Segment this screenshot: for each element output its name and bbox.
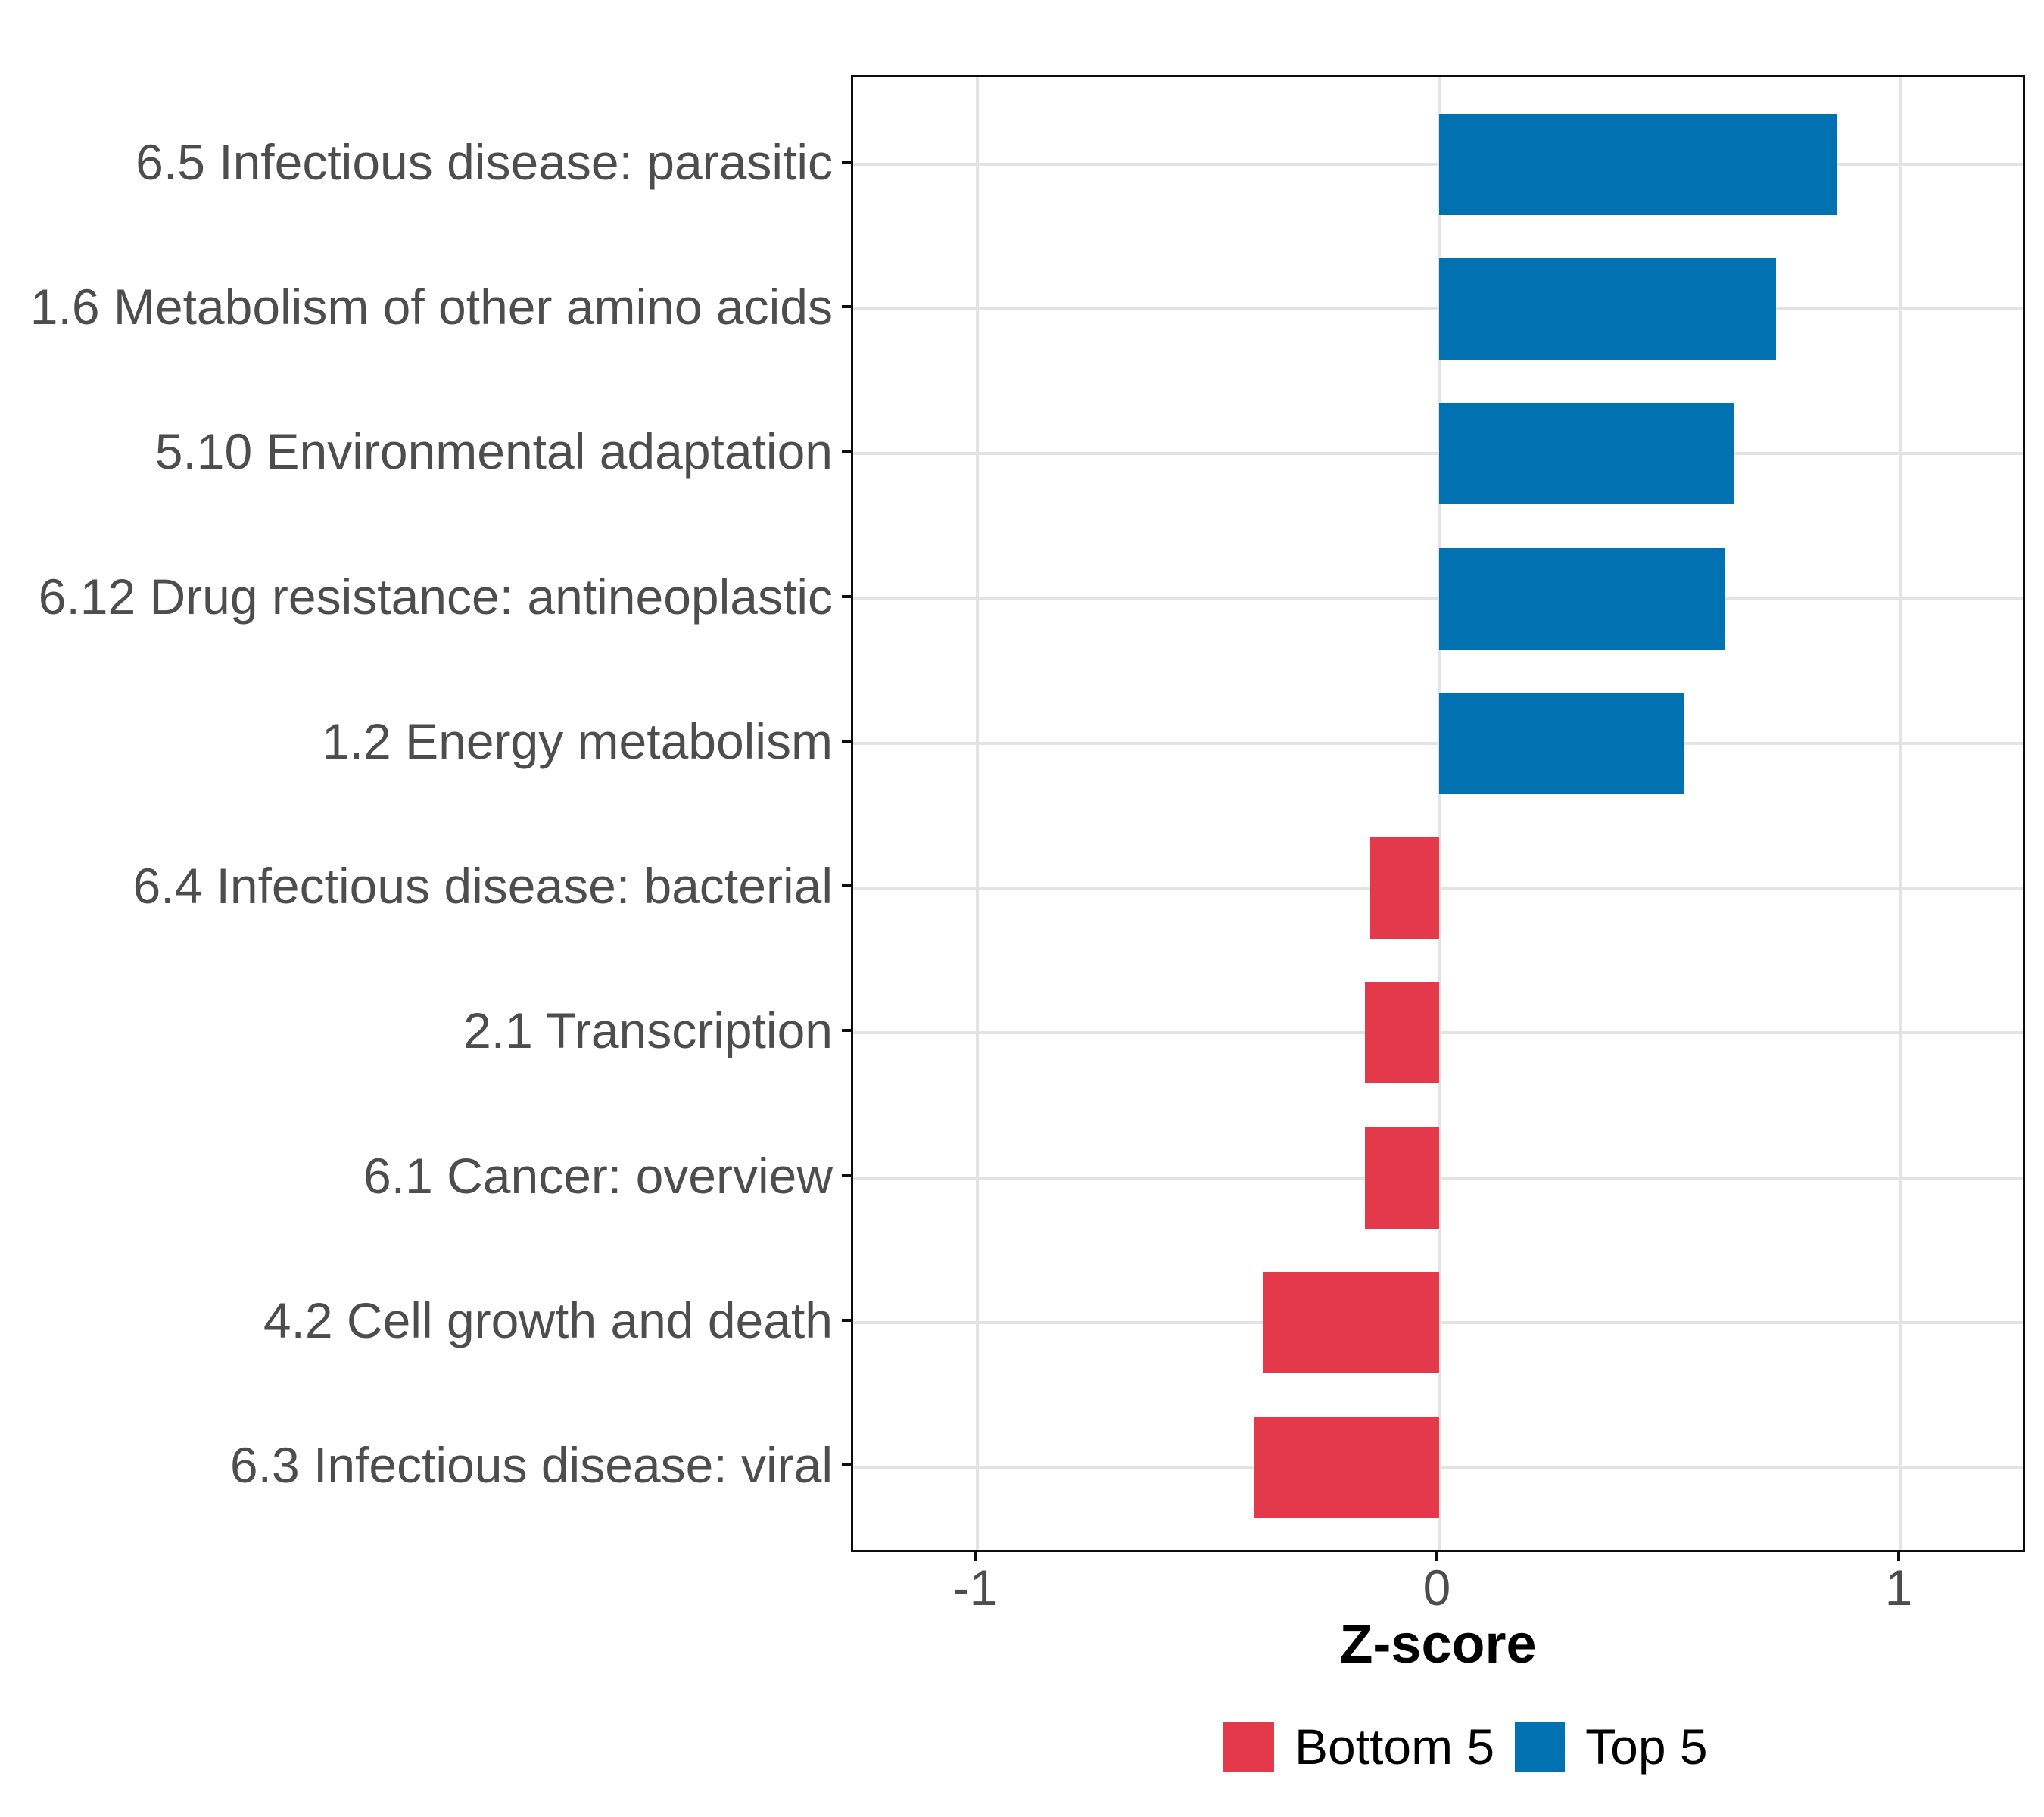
bar [1439,692,1684,794]
y-axis-label: 4.2 Cell growth and death [263,1292,833,1348]
horizontal-gridline [853,741,2023,745]
y-axis-label: 1.2 Energy metabolism [322,712,833,769]
y-axis-tick [842,594,851,598]
y-axis-label: 5.10 Environmental adaptation [154,423,833,480]
y-axis-tick [842,160,851,164]
vertical-gridline [1899,77,1902,1550]
legend-label-bottom5: Bottom 5 [1295,1719,1495,1775]
vertical-gridline [976,77,979,1550]
bar [1369,837,1439,940]
plot-panel [851,75,2025,1552]
y-axis-label: 6.12 Drug resistance: antineoplastic [38,568,833,625]
bar [1263,1271,1439,1373]
vertical-gridline [1438,77,1441,1550]
y-axis-label: 6.5 Infectious disease: parasitic [136,133,833,190]
legend-label-top5: Top 5 [1585,1719,1708,1775]
horizontal-gridline [853,597,2023,600]
y-axis-tick [842,739,851,743]
y-axis-tick [842,1463,851,1467]
horizontal-gridline [853,307,2023,311]
bar [1439,403,1735,505]
bar [1439,547,1726,650]
x-axis-tick-label: -1 [952,1560,998,1616]
y-axis-tick [842,305,851,309]
x-axis-tick [1897,1552,1900,1561]
x-axis-tick-label: 1 [1884,1560,1913,1616]
y-axis-label: 2.1 Transcription [463,1002,833,1059]
bar [1439,113,1837,215]
horizontal-gridline [853,452,2023,456]
y-axis-label: 1.6 Metabolism of other amino acids [30,279,833,335]
bar [1254,1417,1439,1519]
y-axis-tick [842,450,851,453]
legend-key-top5 [1515,1722,1566,1772]
y-axis-label: 6.1 Cancer: overview [363,1147,833,1204]
bar [1365,982,1439,1084]
bar [1439,258,1777,360]
y-axis-tick [842,884,851,888]
y-axis-label: 6.3 Infectious disease: viral [229,1437,833,1494]
y-axis-label: 6.4 Infectious disease: bacterial [132,858,833,915]
x-axis-tick [1435,1552,1438,1561]
x-axis-tick-label: 0 [1422,1560,1451,1616]
x-axis-tick [974,1552,977,1561]
y-axis-tick [842,1318,851,1322]
x-axis-title: Z-score [1339,1614,1537,1675]
legend: Bottom 5 Top 5 [1223,1722,1708,1772]
horizontal-gridline [853,162,2023,166]
y-axis-tick [842,1173,851,1177]
legend-key-bottom5 [1223,1722,1274,1772]
bar [1365,1127,1439,1229]
y-axis-tick [842,1029,851,1033]
